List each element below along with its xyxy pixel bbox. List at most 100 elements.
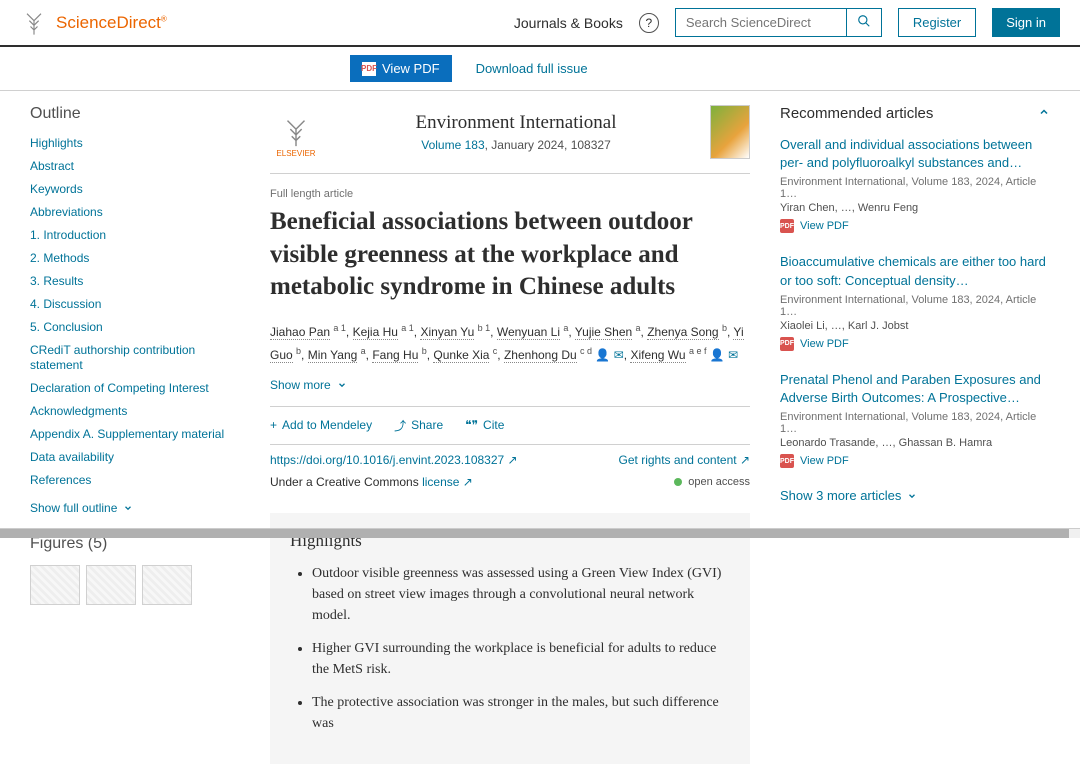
author-link[interactable]: Wenyuan Li [497, 325, 560, 340]
toolbar: PDF View PDF Download full issue [0, 47, 1080, 91]
author-link[interactable]: Zhenya Song [647, 325, 718, 340]
mail-icon[interactable]: ✉ [728, 348, 738, 362]
recommended-meta: Environment International, Volume 183, 2… [780, 411, 1050, 435]
author-link[interactable]: Jiahao Pan [270, 325, 330, 340]
figure-thumb[interactable] [86, 565, 136, 605]
outline-item[interactable]: References [30, 473, 91, 487]
author-link[interactable]: Kejia Hu [353, 325, 398, 340]
outline-item[interactable]: Keywords [30, 182, 83, 196]
journal-info: Environment International Volume 183, Ja… [334, 112, 698, 152]
recommended-view-pdf[interactable]: PDFView PDF [780, 219, 849, 233]
pdf-icon: PDF [362, 62, 376, 76]
recommended-sidebar: Recommended articles Overall and individ… [770, 105, 1050, 764]
outline-item[interactable]: 4. Discussion [30, 297, 101, 311]
journal-header: ELSEVIER Environment International Volum… [270, 105, 750, 174]
search-input[interactable] [676, 9, 846, 36]
author-list: Jiahao Pan a 1, Kejia Hu a 1, Xinyan Yu … [270, 320, 750, 367]
author-link[interactable]: Min Yang [308, 348, 358, 363]
share-button[interactable]: ⤴Share [394, 417, 443, 434]
license-text: Under a Creative Commons license ↗ [270, 475, 473, 489]
show-more-button[interactable]: Show more [270, 378, 347, 392]
person-icon[interactable]: 👤 [595, 348, 610, 362]
outline-item[interactable]: CRediT authorship contribution statement [30, 343, 195, 372]
chevron-up-icon [1038, 106, 1050, 118]
pdf-icon: PDF [780, 454, 794, 468]
outline-item[interactable]: Declaration of Competing Interest [30, 381, 209, 395]
signin-button[interactable]: Sign in [992, 8, 1060, 37]
outline-item[interactable]: Data availability [30, 450, 114, 464]
recommended-item: Overall and individual associations betw… [780, 136, 1050, 233]
help-icon[interactable]: ? [639, 13, 659, 33]
recommended-meta: Environment International, Volume 183, 2… [780, 176, 1050, 200]
header: ScienceDirect® Journals & Books ? Regist… [0, 0, 1080, 47]
author-link[interactable]: Qunke Xia [433, 348, 489, 363]
cite-button[interactable]: ❝❞Cite [465, 417, 504, 434]
recommended-meta: Environment International, Volume 183, 2… [780, 294, 1050, 318]
chevron-down-icon [337, 380, 347, 390]
recommended-authors: Xiaolei Li, …, Karl J. Jobst [780, 320, 1050, 332]
recommended-title-link[interactable]: Bioaccumulative chemicals are either too… [780, 254, 1046, 287]
outline-item[interactable]: Abstract [30, 159, 74, 173]
person-icon[interactable]: 👤 [710, 348, 725, 362]
open-access-dot-icon [674, 478, 682, 486]
highlights-box: Highlights Outdoor visible greenness was… [270, 513, 750, 764]
outline-item[interactable]: 1. Introduction [30, 228, 106, 242]
author-link[interactable]: Zhenhong Du [504, 348, 577, 363]
elsevier-logo[interactable]: ELSEVIER [270, 106, 322, 158]
volume-link[interactable]: Volume 183 [421, 138, 484, 152]
collapse-recommended[interactable] [1038, 106, 1050, 121]
author-link[interactable]: Xinyan Yu [420, 325, 474, 340]
download-full-issue-link[interactable]: Download full issue [476, 61, 588, 76]
outline-sidebar: Outline Highlights Abstract Keywords Abbrev… [30, 105, 250, 764]
outline-item[interactable]: 5. Conclusion [30, 320, 103, 334]
search-box [675, 8, 882, 37]
license-row: Under a Creative Commons license ↗ open … [270, 475, 750, 499]
journals-books-link[interactable]: Journals & Books [514, 15, 623, 31]
search-button[interactable] [846, 9, 881, 36]
recommended-item: Bioaccumulative chemicals are either too… [780, 253, 1050, 350]
chevron-down-icon [123, 503, 133, 513]
mail-icon[interactable]: ✉ [614, 348, 624, 362]
outline-item[interactable]: 2. Methods [30, 251, 89, 265]
horizontal-scrollbar[interactable] [0, 528, 1080, 538]
recommended-title-link[interactable]: Prenatal Phenol and Paraben Exposures an… [780, 372, 1041, 405]
doi-link[interactable]: https://doi.org/10.1016/j.envint.2023.10… [270, 453, 518, 467]
add-mendeley-button[interactable]: +Add to Mendeley [270, 417, 372, 434]
author-link[interactable]: Yujie Shen [575, 325, 632, 340]
view-pdf-button[interactable]: PDF View PDF [350, 55, 452, 82]
recommended-title-link[interactable]: Overall and individual associations betw… [780, 137, 1032, 170]
figures-section: Figures (5) [30, 535, 230, 605]
outline-item[interactable]: Appendix A. Supplementary material [30, 427, 224, 441]
recommended-view-pdf[interactable]: PDFView PDF [780, 454, 849, 468]
outline-item[interactable]: 3. Results [30, 274, 83, 288]
register-button[interactable]: Register [898, 8, 976, 37]
chevron-down-icon [907, 491, 917, 501]
figure-thumb[interactable] [30, 565, 80, 605]
search-icon [857, 14, 871, 28]
journal-cover[interactable] [710, 105, 750, 159]
volume-info: Volume 183, January 2024, 108327 [334, 138, 698, 152]
highlights-list: Outdoor visible greenness was assessed u… [290, 563, 730, 734]
pdf-icon: PDF [780, 219, 794, 233]
view-pdf-label: View PDF [382, 61, 440, 76]
doi-row: https://doi.org/10.1016/j.envint.2023.10… [270, 445, 750, 475]
figure-thumb[interactable] [142, 565, 192, 605]
outline-list: Highlights Abstract Keywords Abbreviations 1… [30, 135, 230, 487]
license-link[interactable]: license ↗ [422, 475, 473, 489]
journal-name[interactable]: Environment International [334, 112, 698, 134]
outline-item[interactable]: Abbreviations [30, 205, 103, 219]
outline-item[interactable]: Highlights [30, 136, 83, 150]
recommended-view-pdf[interactable]: PDFView PDF [780, 337, 849, 351]
recommended-header: Recommended articles [780, 105, 1050, 122]
rights-link[interactable]: Get rights and content ↗ [619, 453, 750, 467]
outline-item[interactable]: Acknowledgments [30, 404, 127, 418]
article-type: Full length article [270, 188, 750, 200]
brand[interactable]: ScienceDirect® [56, 13, 167, 33]
highlight-item: Higher GVI surrounding the workplace is … [312, 638, 730, 680]
author-link[interactable]: Xifeng Wu [630, 348, 685, 363]
show-full-outline[interactable]: Show full outline [30, 501, 133, 515]
logo-area: ScienceDirect® [20, 9, 514, 37]
outline-heading: Outline [30, 105, 230, 123]
author-link[interactable]: Fang Hu [372, 348, 418, 363]
show-more-articles[interactable]: Show 3 more articles [780, 488, 917, 503]
